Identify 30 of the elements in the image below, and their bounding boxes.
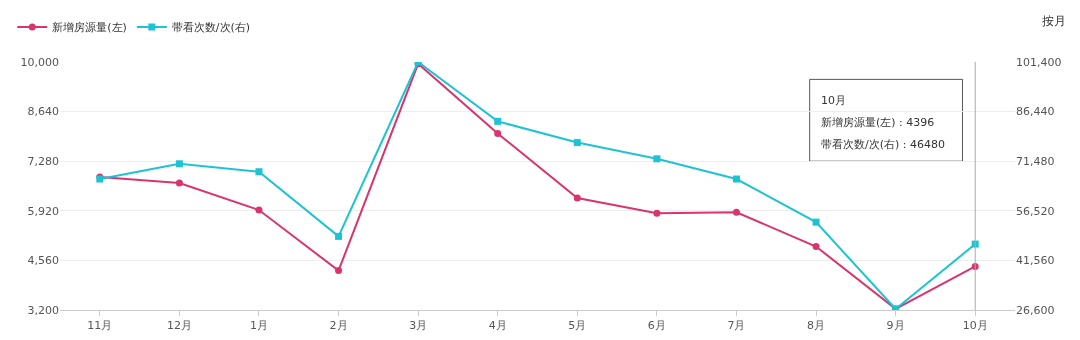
x-tick-label: 8月 <box>807 319 826 333</box>
y-tick-label: 7,280 <box>27 155 59 169</box>
x-tick-label: 3月 <box>409 319 428 333</box>
y2-tick-label: 71,480 <box>1016 155 1055 169</box>
annotation: 带看次数/次(右) : 46480 <box>821 138 945 151</box>
x-tick-label: 12月 <box>166 319 192 333</box>
y2-tick-label: 56,520 <box>1016 204 1055 218</box>
y-tick-label: 5,920 <box>27 204 59 218</box>
y2-tick-label: 41,560 <box>1016 254 1055 268</box>
x-tick-label: 7月 <box>727 319 746 333</box>
x-tick-label: 9月 <box>886 319 905 333</box>
y-tick-label: 3,200 <box>27 303 59 317</box>
y-tick-label: 10,000 <box>20 55 59 69</box>
y-tick-label: 4,560 <box>27 254 59 268</box>
x-tick-label: 11月 <box>87 319 113 333</box>
x-tick-label: 4月 <box>488 319 507 333</box>
legend-label: 带看次数/次(右) <box>171 21 251 35</box>
text: 按月 <box>1042 14 1066 28</box>
x-tick-label: 6月 <box>647 319 666 333</box>
y-tick-label: 8,640 <box>27 105 59 119</box>
y2-tick-label: 86,440 <box>1016 105 1055 119</box>
legend-label: 新增房源量(左) <box>52 21 127 35</box>
x-tick-label: 2月 <box>329 319 348 333</box>
x-tick-label: 5月 <box>568 319 587 333</box>
y2-tick-label: 101,400 <box>1016 55 1062 69</box>
y2-tick-label: 26,600 <box>1016 303 1055 317</box>
annotation: 10月 <box>821 94 846 107</box>
x-tick-label: 10月 <box>962 319 988 333</box>
x-tick-label: 1月 <box>249 319 268 333</box>
annotation: 新增房源量(左) : 4396 <box>821 116 935 129</box>
